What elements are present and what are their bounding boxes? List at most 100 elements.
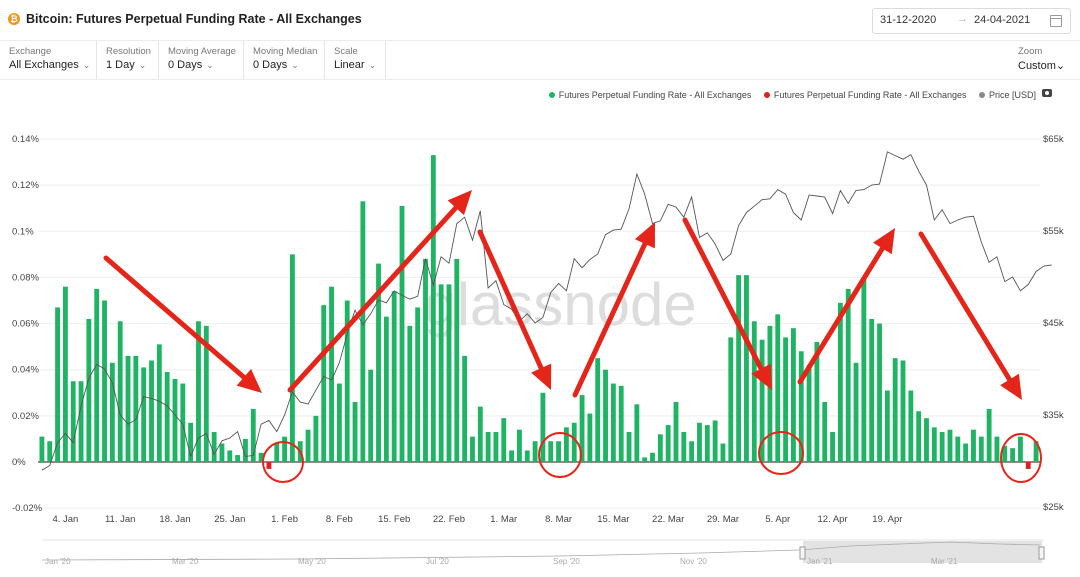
bar (603, 369, 608, 462)
bar (470, 436, 475, 462)
chevron-down-icon[interactable]: ⌄ (368, 60, 377, 70)
moving-average-value[interactable]: 0 Days (168, 59, 203, 71)
bar (86, 318, 92, 462)
chevron-down-icon[interactable]: ⌄ (291, 60, 299, 70)
bar (258, 452, 264, 462)
annotations (103, 190, 1042, 483)
bar (704, 425, 710, 462)
legend-item-funding-negative[interactable]: Futures Perpetual Funding Rate - All Exc… (763, 90, 966, 100)
bar (994, 436, 1000, 462)
annotation-arrowhead (634, 222, 655, 249)
bar (673, 402, 679, 462)
camera-icon[interactable] (1042, 89, 1052, 97)
bar (798, 351, 804, 462)
bar (955, 436, 961, 462)
zoom-value[interactable]: Custom (1018, 60, 1056, 72)
bar (524, 450, 530, 462)
chevron-down-icon[interactable]: ⌄ (206, 60, 214, 70)
bar (595, 358, 601, 462)
bar (517, 429, 522, 462)
bar (211, 432, 217, 462)
bar (579, 395, 585, 462)
chevron-down-icon[interactable]: ⌄ (138, 60, 147, 70)
navigator-label: Mar '20 (172, 557, 199, 566)
navigator-price-line (41, 541, 1041, 561)
date-range-picker[interactable]: 31-12-2020 → 24-04-2021 (872, 8, 1071, 34)
bar (70, 381, 76, 462)
title-bar: ₿ Bitcoin: Futures Perpetual Funding Rat… (0, 0, 1080, 40)
bar (587, 413, 593, 462)
calendar-icon[interactable] (1050, 15, 1062, 27)
legend-label: Price [USD] (988, 90, 1036, 100)
bar (626, 432, 632, 462)
bar (102, 300, 107, 462)
x-tick-label: 25. Jan (214, 514, 245, 525)
zoom-label: Zoom (1018, 46, 1043, 57)
x-tick-label: 15. Feb (378, 514, 410, 525)
left-tick-label: 0.08% (12, 272, 39, 283)
bar (963, 443, 969, 462)
bar (1010, 448, 1016, 462)
moving-median-select[interactable]: Moving Median 0 Days ⌄ (244, 41, 325, 79)
bar (133, 355, 139, 462)
bar (313, 415, 319, 462)
annotation-arrowhead (873, 228, 895, 255)
scale-value[interactable]: Linear (334, 59, 365, 71)
legend-item-funding-positive[interactable]: Futures Perpetual Funding Rate - All Exc… (548, 90, 751, 100)
bar (712, 420, 718, 462)
bar (924, 418, 929, 462)
chevron-down-icon[interactable]: ⌄ (82, 60, 91, 70)
watermark: glassnode (423, 271, 697, 338)
x-tick-label: 29. Mar (707, 514, 739, 525)
bar (477, 406, 483, 462)
bar (1018, 436, 1023, 462)
x-tick-label: 22. Feb (433, 514, 465, 525)
bar (1033, 441, 1039, 462)
x-tick-label: 11. Jan (105, 514, 135, 525)
legend-dot-icon (978, 92, 985, 98)
bar (55, 307, 60, 462)
resolution-label: Resolution (106, 46, 151, 57)
moving-median-value[interactable]: 0 Days (253, 59, 288, 71)
bar (931, 427, 937, 462)
legend-item-price[interactable]: Price [USD] (978, 90, 1036, 100)
bar (485, 432, 491, 462)
bar (822, 402, 828, 462)
resolution-value[interactable]: 1 Day (106, 59, 135, 71)
annotation-arrowhead (751, 363, 772, 390)
bar (117, 321, 123, 462)
chevron-down-icon[interactable]: ⌄ (1055, 60, 1066, 72)
bar (501, 418, 507, 462)
annotation-circle (538, 432, 582, 478)
navigator-label: Nov '20 (680, 557, 707, 566)
bar (532, 441, 538, 462)
bar (618, 385, 624, 462)
zoom-select[interactable]: Zoom Custom⌄ (1010, 41, 1080, 79)
bar (853, 362, 859, 462)
bar (164, 372, 170, 462)
right-tick-label: $45k (1043, 318, 1064, 329)
navigator-right-handle (1038, 546, 1045, 560)
bar (837, 302, 843, 462)
date-from[interactable]: 31-12-2020 (880, 14, 937, 26)
range-navigator[interactable]: Jan '20 Mar '20 May '20 Jul '20 Sep '20 Nov '… (41, 539, 1045, 566)
date-to[interactable]: 24-04-2021 (974, 14, 1031, 26)
bar (376, 263, 381, 462)
annotation-arrow (682, 217, 764, 372)
bar (462, 355, 468, 462)
right-axis-ticks: $25k $35k $45k $55k $65k (1043, 134, 1064, 513)
bar (274, 443, 280, 462)
resolution-select[interactable]: Resolution 1 Day ⌄ (97, 41, 159, 79)
annotation-arrow (797, 245, 885, 385)
scale-select[interactable]: Scale Linear ⌄ (325, 41, 386, 79)
x-tick-label: 19. Apr (872, 514, 902, 525)
x-tick-label: 15. Mar (597, 514, 629, 525)
navigator-label: Jan '20 (45, 557, 71, 566)
bar (908, 390, 914, 462)
bar (556, 441, 561, 462)
moving-average-select[interactable]: Moving Average 0 Days ⌄ (159, 41, 244, 79)
exchange-value[interactable]: All Exchanges (9, 59, 79, 71)
x-tick-label: 4. Jan (52, 514, 78, 525)
bar (219, 443, 225, 462)
exchange-select[interactable]: Exchange All Exchanges ⌄ (0, 41, 97, 79)
